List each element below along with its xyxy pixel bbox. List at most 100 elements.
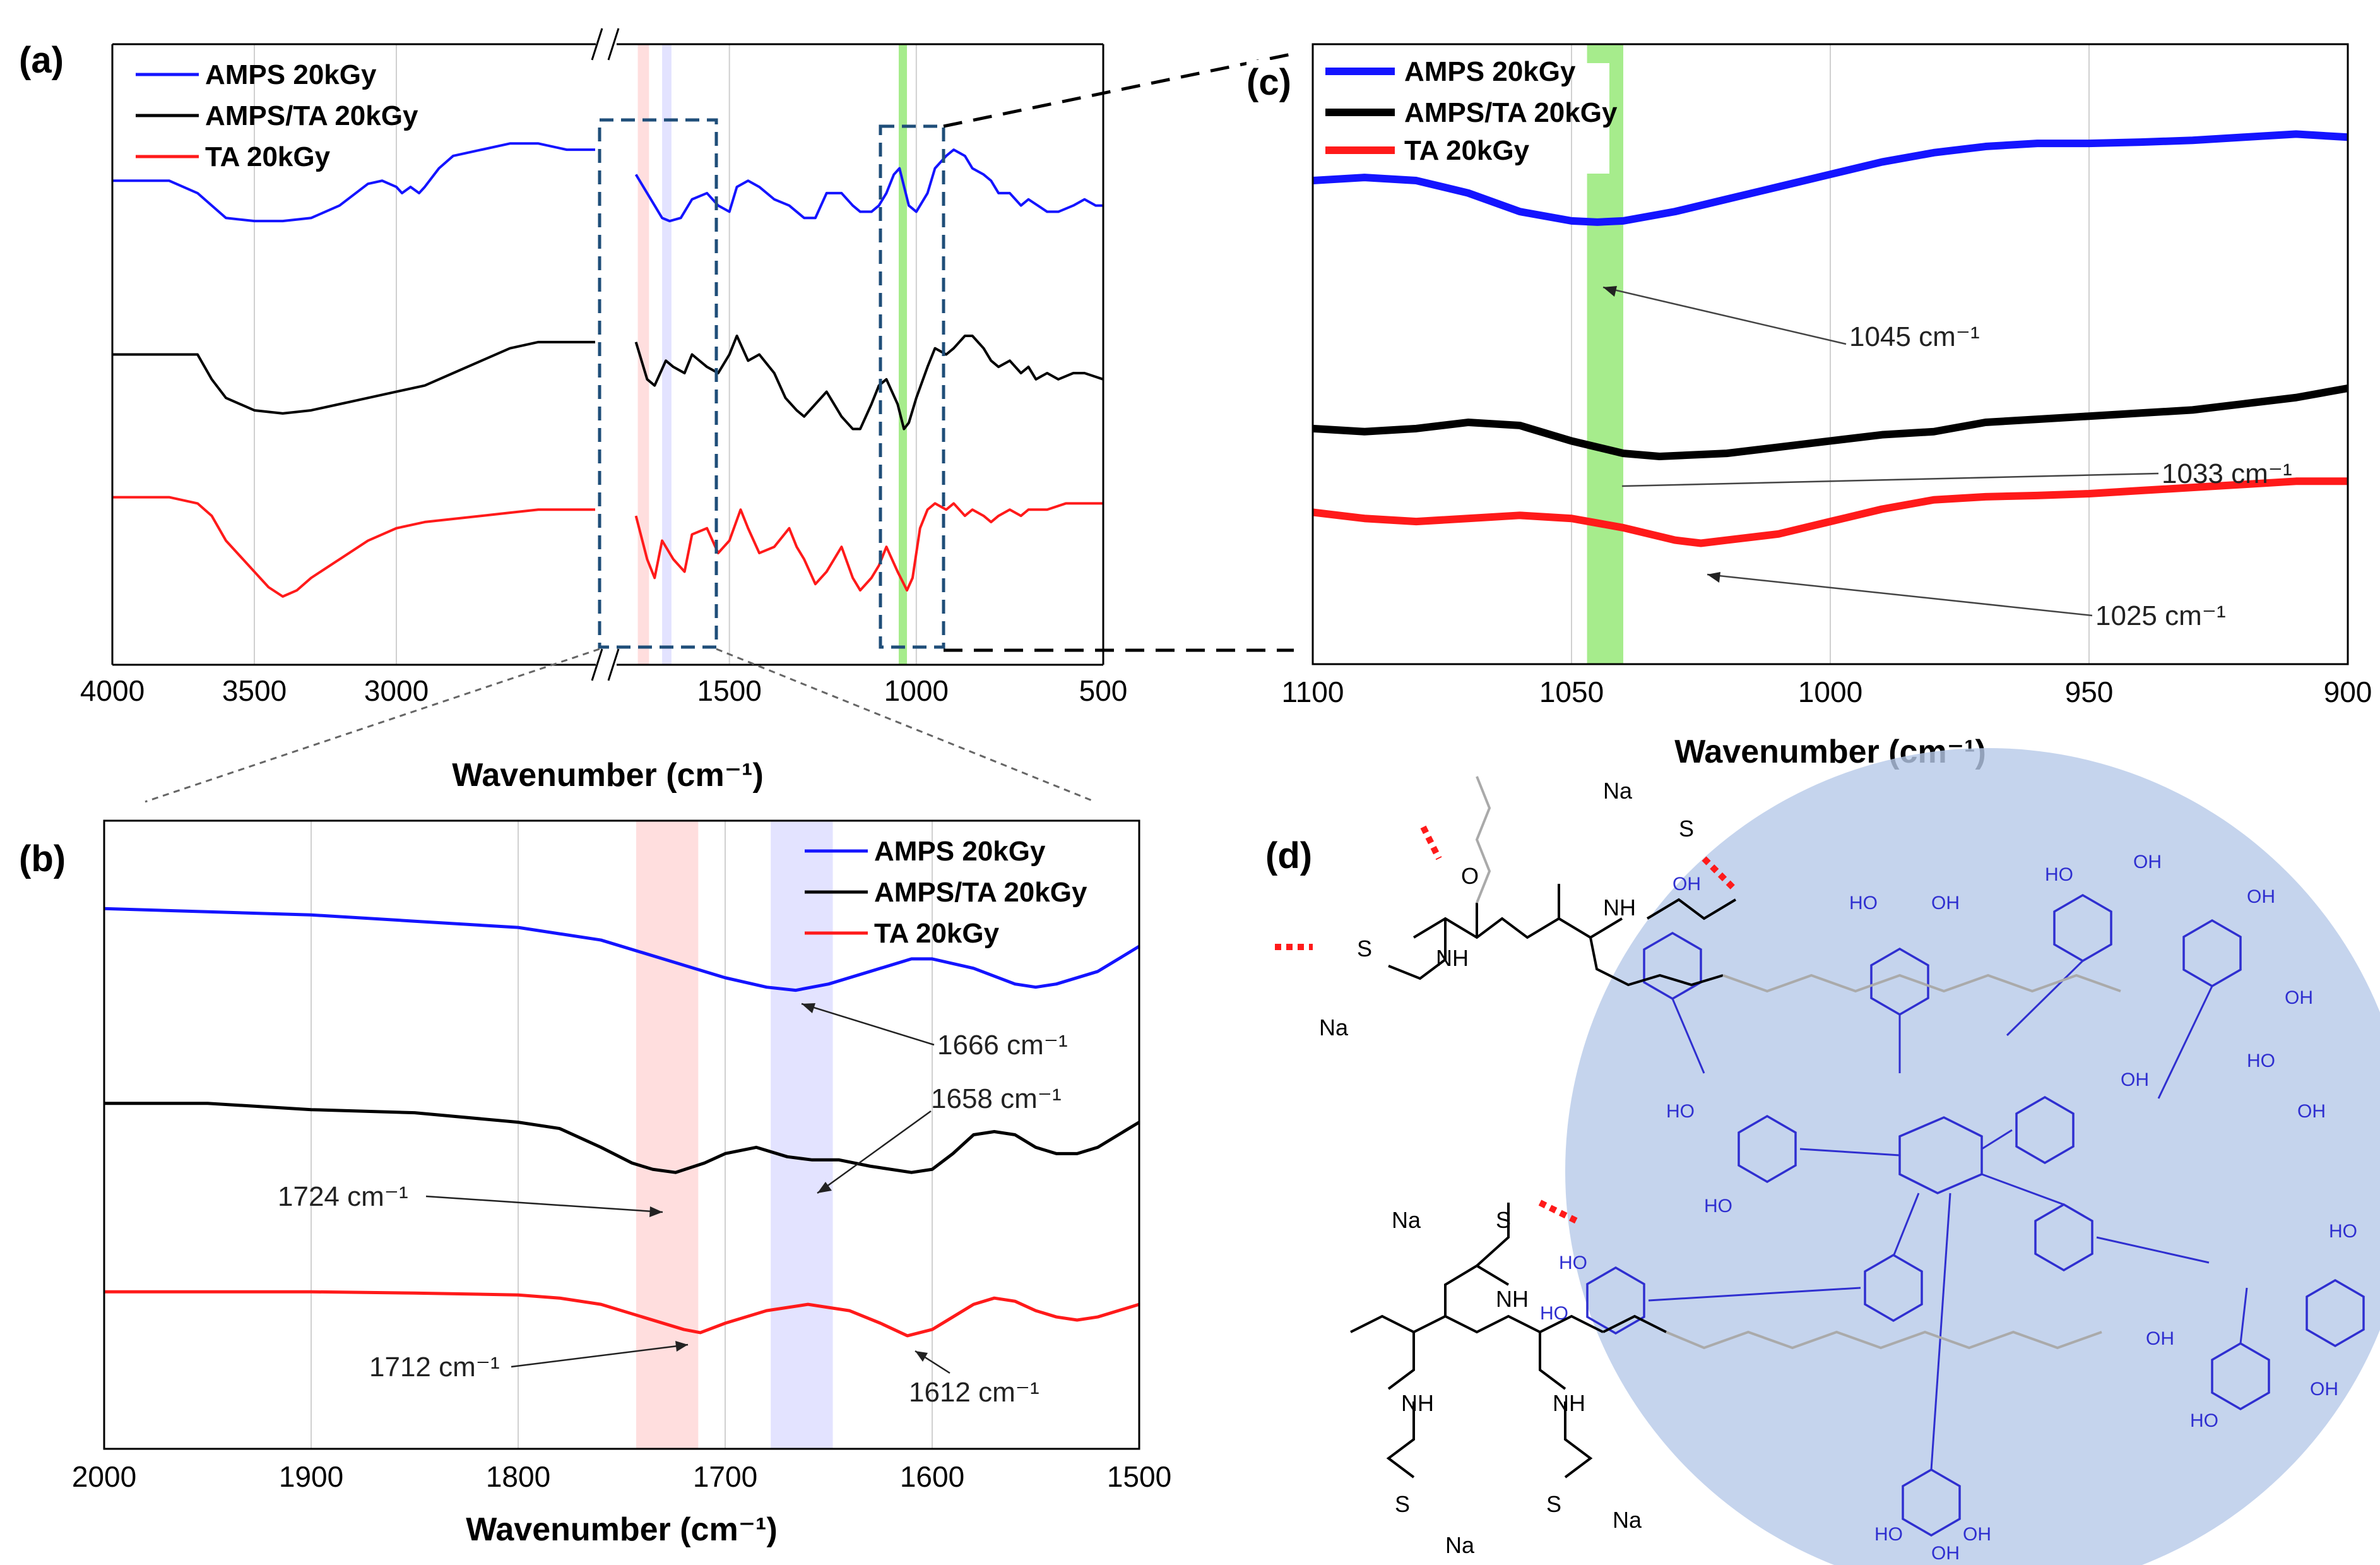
label-ho: HO [2190, 1410, 2218, 1431]
label-nh: NH [1603, 895, 1636, 920]
label-na: Na [1392, 1207, 1421, 1233]
panel-b-tick-labels: 2000 1900 1800 1700 1600 1500 [72, 1460, 1171, 1493]
annotation-arrow-1658 [817, 1110, 932, 1194]
label-oh: OH [2247, 886, 2275, 907]
axis-break-mark [607, 648, 620, 681]
legend-label-amps-ta: AMPS/TA 20kGy [874, 877, 1087, 908]
galloyl-ring [1864, 1253, 1923, 1323]
axis-break-mark [591, 648, 603, 681]
annotation-arrow-1712 [511, 1343, 689, 1368]
galloyl-ring [1738, 1114, 1797, 1184]
label-oh: OH [1931, 1543, 1960, 1564]
label-s: S [1496, 1207, 1511, 1233]
label-na: Na [1603, 778, 1633, 804]
label-o: O [1461, 863, 1479, 889]
shaded-band [662, 44, 672, 665]
axis-break-mark [607, 28, 620, 61]
legend-label-amps-ta: AMPS/TA 20kGy [1404, 97, 1618, 128]
legend-mask [1565, 63, 1609, 174]
legend-label-ta: TA 20kGy [1404, 135, 1530, 166]
annotation-arrow-1724 [425, 1195, 663, 1213]
annotation-1724: 1724 cm⁻¹ [278, 1181, 408, 1212]
annotation-arrow-1045 [1602, 286, 1847, 345]
series-line-amps-20kgy [104, 907, 1139, 992]
grey-chain [1722, 973, 2121, 993]
tick-label: 1500 [1107, 1460, 1171, 1493]
panel-c-bands [1565, 44, 1623, 664]
tick-label: 500 [1079, 674, 1128, 707]
label-na: Na [1445, 1532, 1475, 1558]
connector-a-b-right [716, 648, 1096, 803]
ester-bond [1981, 1129, 2013, 1150]
label-nh: NH [1496, 1286, 1529, 1312]
ester-bond [2096, 1236, 2210, 1264]
shaded-band [636, 821, 699, 1449]
panel-a-bands [637, 44, 908, 665]
h-bond [1420, 825, 1442, 860]
label-na: Na [1613, 1507, 1642, 1533]
amide-bond [1388, 919, 1447, 980]
ester-bond [1892, 1193, 1920, 1257]
h-bond [1702, 856, 1738, 893]
tick-label: 1050 [1539, 675, 1604, 708]
ester-bond [1671, 998, 1705, 1074]
panel-a-grid [254, 44, 917, 665]
zoom-box-b [598, 118, 718, 649]
panel-c-grid [1571, 44, 2090, 664]
label-nh: NH [1401, 1390, 1434, 1416]
label-ho: HO [2247, 1050, 2275, 1071]
annotation-arrow-1025 [1707, 573, 2093, 617]
annotation-1612: 1612 cm⁻¹ [909, 1377, 1039, 1408]
backbone-bond [1412, 917, 1623, 939]
label-oh: OH [2146, 1328, 2174, 1349]
panel-c-letter-bg [1246, 60, 1297, 104]
series-line-amps-ta-20kgy [104, 1102, 1139, 1174]
amide-bond [1444, 1264, 1510, 1316]
panel-c-series [1313, 130, 2348, 547]
series-line-ta-20kgy [1313, 477, 2348, 547]
arrowhead [1603, 286, 1617, 297]
label-oh: OH [2133, 852, 2162, 872]
panel-b: (b) 2000 1900 1800 1700 1600 1500 Wavenumber … [19, 819, 1171, 1548]
tick-label: 1500 [697, 674, 762, 707]
grey-chain-bottom [1666, 1330, 2102, 1350]
panel-b-bands [636, 821, 833, 1449]
label-oh: OH [2285, 987, 2313, 1008]
ester-bond [1799, 1148, 1900, 1157]
tick-label: 1800 [486, 1460, 550, 1493]
panel-b-series [104, 907, 1139, 1338]
arrowhead [802, 1003, 815, 1013]
series-line-amps-ta-20kgy [1313, 384, 2348, 461]
annotation-1712: 1712 cm⁻¹ [369, 1352, 500, 1383]
series-line-amps-ta-20kgy [112, 340, 595, 415]
connector-a-b-left [145, 648, 600, 803]
panel-b-x-axis-title: Wavenumber (cm⁻¹) [466, 1511, 778, 1548]
panel-c-frame [1311, 43, 2349, 665]
structure-labels: Na O NH NH S S Na Na S NH NH NH S S Na N… [1319, 778, 1694, 1558]
connector-a-c-top [943, 52, 1294, 128]
annotation-1658: 1658 cm⁻¹ [931, 1083, 1062, 1114]
label-ho: HO [1849, 893, 1878, 913]
panel-b-letter: (b) [19, 838, 66, 879]
amide-bond [1387, 1332, 1415, 1390]
panel-b-grid [311, 821, 933, 1449]
panel-c-letter: (c) [1246, 62, 1291, 103]
panel-c: (c) 1100 1050 1000 950 900 Wavenumber (cm⁻¹)… [1246, 43, 2372, 770]
panel-c-tick-labels: 1100 1050 1000 950 900 [1282, 675, 2372, 708]
tick-label: 900 [2324, 675, 2372, 708]
tick-label: 4000 [80, 674, 145, 707]
galloyl-ring [1902, 1468, 1961, 1537]
label-s: S [1395, 1491, 1410, 1517]
panel-a-tick-labels: 4000 3500 3000 1500 1000 500 [80, 674, 1128, 707]
label-s: S [1357, 936, 1372, 961]
galloyl-ring [2034, 1203, 2093, 1272]
arrowhead [817, 1182, 832, 1193]
shaded-band [899, 44, 908, 665]
tick-label: 1600 [900, 1460, 964, 1493]
label-s: S [1679, 816, 1694, 842]
label-ho: HO [2329, 1221, 2357, 1242]
ester-bond [1930, 1193, 1951, 1470]
panel-b-frame [103, 819, 1140, 1450]
